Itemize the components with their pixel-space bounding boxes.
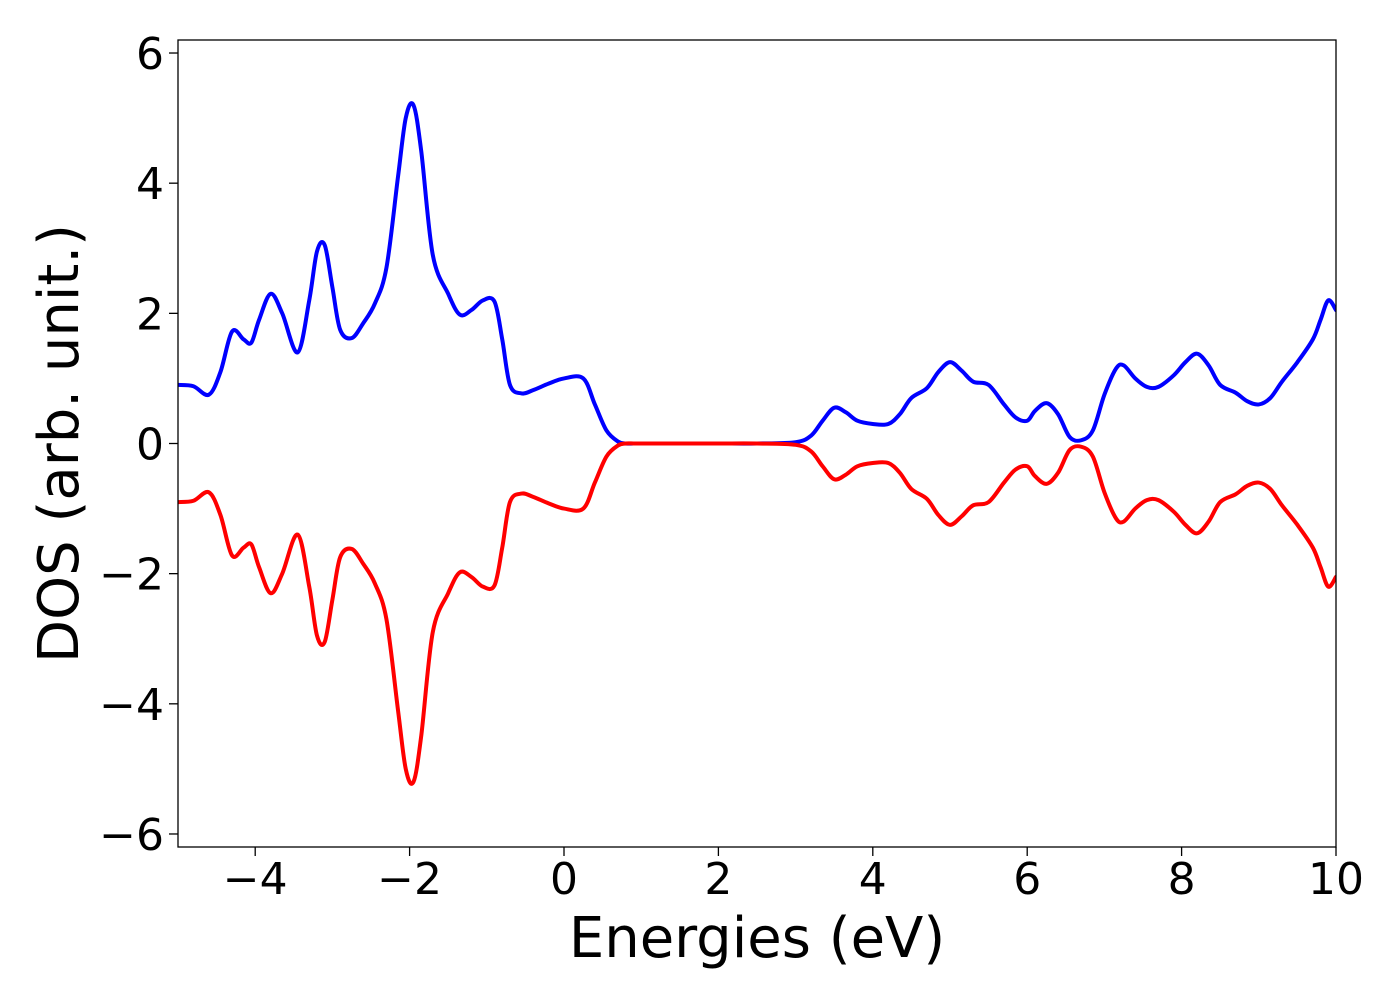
x-tick-label: 6 [1013,854,1041,905]
y-axis-label: DOS (arb. unit.) [27,224,92,663]
y-tick-label: 2 [136,289,164,340]
series-line-2 [178,441,1336,786]
x-axis-label: Energies (eV) [569,906,945,971]
y-tick-label: −6 [99,810,164,861]
y-axis: −6 −4 −2 0 2 4 6 [99,29,178,861]
y-tick-label: 6 [136,29,164,80]
x-tick-label: −2 [377,854,442,905]
x-tick-label: 2 [704,854,732,905]
y-tick-label: −4 [99,680,164,731]
x-axis: −4 −2 0 2 4 6 8 10 [223,847,1364,905]
x-tick-label: −4 [223,854,288,905]
y-tick-label: 0 [136,420,164,471]
x-tick-label: 10 [1308,854,1364,905]
x-tick-label: 4 [859,854,887,905]
x-tick-label: 8 [1168,854,1196,905]
y-tick-label: 4 [136,159,164,210]
y-tick-label: −2 [99,550,164,601]
x-tick-label: 0 [550,854,578,905]
series-layer [178,101,1336,786]
